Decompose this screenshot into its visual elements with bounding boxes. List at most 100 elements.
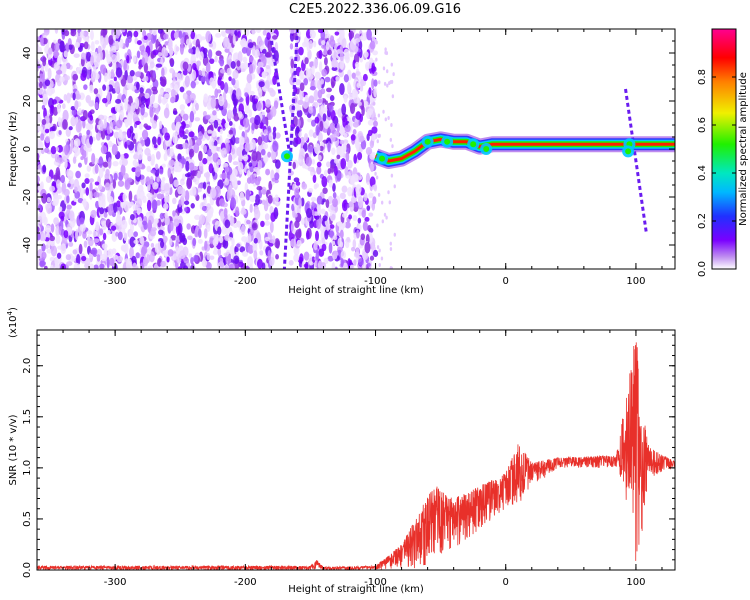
noise-speck bbox=[329, 224, 335, 230]
noise-speck bbox=[324, 76, 331, 83]
noise-speck bbox=[106, 134, 111, 141]
noise-speck bbox=[102, 29, 108, 36]
noise-speck bbox=[48, 47, 53, 55]
noise-speck bbox=[372, 50, 379, 56]
noise-speck bbox=[114, 104, 121, 113]
noise-speck bbox=[89, 190, 93, 200]
noise-speck bbox=[83, 84, 88, 90]
noise-speck bbox=[51, 125, 56, 131]
noise-speck bbox=[98, 156, 104, 168]
noise-speck bbox=[245, 189, 251, 201]
noise-speck bbox=[252, 243, 258, 253]
noise-speck bbox=[107, 117, 113, 122]
y-tick-label: 0.5 bbox=[22, 511, 33, 527]
noise-speck bbox=[192, 69, 197, 81]
noise-speck bbox=[237, 180, 241, 185]
noise-speck bbox=[357, 151, 363, 161]
noise-speck bbox=[104, 34, 109, 46]
noise-speck bbox=[368, 192, 374, 199]
noise-speck bbox=[369, 40, 376, 50]
noise-speck bbox=[389, 137, 393, 142]
noise-speck bbox=[332, 183, 336, 192]
noise-speck bbox=[105, 168, 110, 177]
noise-speck bbox=[344, 52, 350, 64]
noise-speck bbox=[156, 177, 160, 183]
noise-speck bbox=[289, 31, 295, 42]
noise-speck bbox=[274, 194, 279, 204]
noise-speck bbox=[369, 176, 376, 188]
noise-speck bbox=[273, 50, 279, 62]
noise-speck bbox=[247, 256, 254, 268]
noise-speck bbox=[155, 151, 161, 160]
noise-speck bbox=[347, 186, 353, 197]
noise-speck bbox=[126, 115, 133, 122]
noise-speck bbox=[377, 113, 381, 118]
noise-speck bbox=[68, 241, 74, 247]
noise-speck bbox=[262, 72, 266, 78]
noise-speck bbox=[342, 116, 348, 128]
noise-speck bbox=[350, 174, 356, 186]
noise-speck bbox=[120, 29, 126, 33]
noise-speck bbox=[230, 197, 237, 210]
noise-speck bbox=[56, 104, 61, 114]
noise-speck bbox=[158, 120, 163, 130]
noise-speck bbox=[334, 266, 338, 269]
carrier-blob-core bbox=[483, 146, 490, 152]
carrier-blob-core bbox=[424, 138, 431, 145]
noise-speck bbox=[307, 145, 313, 153]
noise-speck bbox=[363, 51, 369, 59]
noise-speck bbox=[119, 109, 125, 121]
noise-speck bbox=[269, 29, 275, 35]
noise-speck bbox=[179, 72, 184, 81]
x-tick-label: -300 bbox=[104, 276, 127, 287]
noise-speck bbox=[312, 174, 317, 183]
noise-speck bbox=[98, 119, 104, 128]
noise-speck bbox=[275, 132, 281, 139]
noise-speck bbox=[75, 229, 79, 241]
noise-speck bbox=[377, 192, 381, 197]
noise-speck bbox=[37, 258, 40, 267]
noise-speck bbox=[313, 240, 318, 251]
noise-speck bbox=[341, 103, 347, 116]
noise-speck bbox=[371, 151, 376, 158]
noise-speck bbox=[116, 119, 123, 129]
noise-speck bbox=[375, 175, 379, 180]
noise-speck bbox=[359, 113, 364, 123]
noise-speck bbox=[321, 68, 328, 77]
noise-speck bbox=[305, 207, 313, 219]
noise-speck bbox=[386, 69, 389, 74]
noise-speck bbox=[167, 249, 174, 257]
noise-speck bbox=[331, 66, 338, 71]
noise-speck bbox=[375, 57, 378, 62]
noise-speck bbox=[336, 145, 342, 155]
noise-speck bbox=[244, 29, 250, 36]
noise-speck bbox=[186, 90, 192, 96]
noise-speck bbox=[232, 89, 237, 99]
noise-speck bbox=[378, 133, 381, 138]
noise-speck bbox=[244, 130, 248, 140]
noise-speck bbox=[86, 230, 93, 235]
noise-speck bbox=[64, 30, 70, 37]
noise-speck bbox=[315, 230, 319, 242]
y-tick-label: 1.5 bbox=[22, 409, 33, 425]
noise-speck bbox=[57, 157, 64, 164]
snr-marks bbox=[37, 342, 675, 570]
noise-speck bbox=[270, 150, 277, 161]
noise-speck bbox=[56, 252, 62, 259]
noise-speck bbox=[209, 255, 215, 260]
noise-speck bbox=[339, 192, 346, 200]
noise-speck bbox=[311, 65, 315, 76]
noise-speck bbox=[136, 50, 141, 59]
noise-speck bbox=[290, 238, 297, 248]
noise-speck bbox=[363, 192, 368, 202]
noise-speck bbox=[303, 251, 310, 261]
noise-speck bbox=[188, 138, 193, 150]
noise-speck bbox=[177, 266, 183, 269]
noise-speck bbox=[106, 90, 111, 103]
noise-speck bbox=[110, 68, 115, 78]
noise-speck bbox=[41, 192, 48, 204]
noise-speck bbox=[264, 220, 271, 226]
noise-speck bbox=[229, 263, 236, 269]
noise-speck bbox=[106, 256, 110, 269]
noise-speck bbox=[43, 216, 48, 226]
